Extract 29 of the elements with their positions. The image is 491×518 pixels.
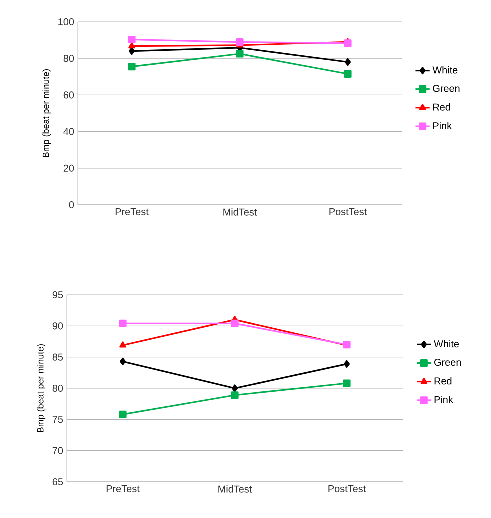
y-tick-label: 0 [69,201,74,209]
y-axis-title: Bmp (beat per minute) [37,344,46,432]
y-tick-label: 60 [64,92,74,99]
legend-label: Red [434,377,452,385]
legend-label: White [432,66,458,74]
legend-label: Green [434,359,462,366]
legend-label: White [434,340,460,348]
y-tick-label: 90 [52,322,64,330]
y-tick-label: 20 [64,164,74,172]
x-tick-label: PreTest [106,486,140,492]
legend-label: Green [433,85,460,92]
y-tick-label: 70 [52,447,64,454]
y-tick-label: 75 [52,416,64,424]
y-tick-label: 95 [52,291,64,299]
x-tick-label: MidTest [218,486,252,493]
y-tick-label: 80 [52,384,64,392]
y-tick-label: 100 [58,18,74,26]
y-axis-title: Bmp (beat per minute) [42,69,52,158]
legend-label: Pink [433,122,452,130]
y-tick-label: 65 [52,478,64,486]
x-tick-label: PostTest [328,486,366,492]
legend-label: Red [433,104,450,111]
y-tick-label: 80 [64,55,74,62]
x-tick-label: MidTest [224,208,258,216]
legend-label: Pink [434,396,454,404]
y-tick-label: 85 [52,354,64,361]
x-tick-label: PostTest [330,208,368,216]
x-tick-label: PreTest [116,208,149,216]
y-tick-label: 40 [64,128,74,136]
